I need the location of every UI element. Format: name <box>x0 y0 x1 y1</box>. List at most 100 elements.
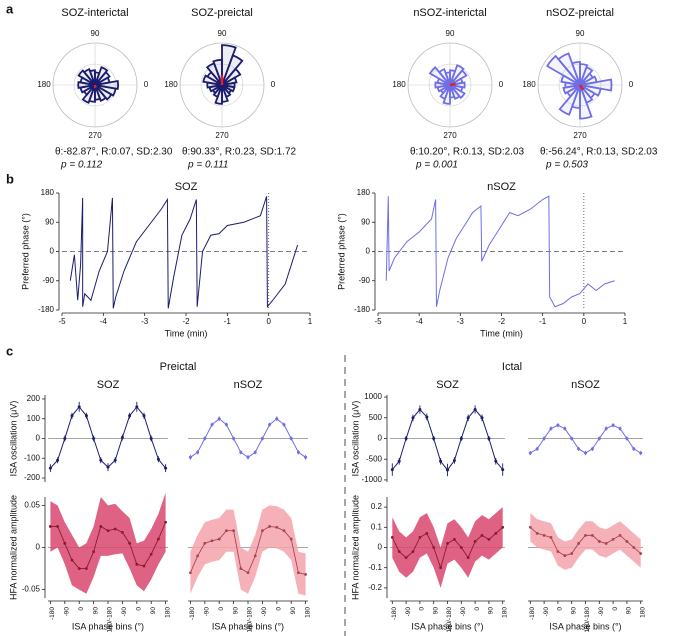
error-band <box>530 513 641 570</box>
data-point <box>253 554 257 558</box>
data-point <box>570 437 574 440</box>
data-point <box>224 423 228 427</box>
data-point <box>639 552 643 555</box>
x-tick-label: -90 <box>64 607 71 617</box>
chart-title: SOZ <box>175 181 198 193</box>
x-tick-label: -180 <box>49 607 56 620</box>
y-axis-label: Preferred phase (°) <box>336 213 346 290</box>
y-tick-label: 0.1 <box>371 522 383 531</box>
data-point <box>487 437 491 440</box>
stats: θ:-82.87°, R:0.07, SD:2.30 <box>55 147 173 158</box>
data-point <box>164 466 168 470</box>
data-point <box>63 437 67 440</box>
x-axis-label: ISA phase bins (°) <box>212 621 284 631</box>
group-title: Preictal <box>160 361 197 373</box>
y-tick-label: 100 <box>27 414 41 423</box>
error-band <box>50 492 166 594</box>
x-tick-label: 180 <box>501 607 508 618</box>
data-point <box>282 423 286 427</box>
rose-bar <box>558 84 581 116</box>
data-point <box>304 573 307 576</box>
x-tick-label: 90 <box>488 607 495 615</box>
chart-title: nSOZ <box>571 379 600 391</box>
data-point <box>56 525 59 528</box>
x-tick-label: -90 <box>121 607 128 617</box>
rose-bar <box>449 69 457 86</box>
y-tick-label: -500 <box>366 454 383 463</box>
data-point <box>106 465 110 469</box>
rose-bar <box>449 64 465 86</box>
data-point <box>625 437 629 440</box>
data-point <box>535 531 539 535</box>
p-value: p = 0.111 <box>187 160 229 171</box>
data-point <box>480 416 484 420</box>
x-tick-label: 0 <box>218 607 225 611</box>
angle-label: 90 <box>576 29 585 38</box>
data-point <box>92 550 95 554</box>
panel-label: a <box>6 1 14 16</box>
data-point <box>239 450 243 454</box>
data-point <box>99 525 103 528</box>
x-tick-label: 90 <box>626 607 633 615</box>
data-point <box>149 437 153 440</box>
angle-label: 0 <box>144 80 149 89</box>
x-tick-label: -90 <box>460 607 467 617</box>
x-axis-label: Time (min) <box>480 328 523 338</box>
y-axis-label: HFA normalized amplitude <box>350 495 360 600</box>
data-point <box>542 533 546 537</box>
angle-label: 270 <box>215 131 229 140</box>
y-tick-label: 0.2 <box>371 502 383 511</box>
data-point <box>404 556 408 559</box>
chart-title: nSOZ <box>234 379 263 391</box>
chart-title: SOZ <box>97 379 120 391</box>
data-point <box>570 552 574 555</box>
data-point <box>210 539 214 543</box>
data-point <box>618 427 622 431</box>
data-point <box>446 542 449 545</box>
data-point <box>275 417 279 421</box>
data-point <box>618 533 622 537</box>
data-point <box>63 541 67 545</box>
y-tick-label: 0 <box>50 247 55 256</box>
angle-label: 180 <box>37 80 51 89</box>
x-tick-label: 1 <box>308 317 313 326</box>
data-point <box>556 550 560 553</box>
mean-vector <box>578 84 585 91</box>
data-point <box>92 437 96 440</box>
y-tick-label: -180 <box>354 305 371 314</box>
angle-label: 90 <box>446 29 455 38</box>
p-value: p = 0.503 <box>545 160 588 171</box>
data-point <box>466 556 470 559</box>
x-axis-label: ISA phase bins (°) <box>549 621 621 631</box>
chart-title: SOZ-interictal <box>61 7 128 19</box>
x-tick-label: 0 <box>266 317 271 326</box>
data-point <box>459 437 463 440</box>
x-tick-label: 180/-180 <box>446 607 453 633</box>
data-point <box>217 417 221 421</box>
data-point <box>494 459 498 463</box>
rose-bar <box>88 84 96 103</box>
data-point <box>604 427 608 431</box>
x-tick-label: -3 <box>141 317 149 326</box>
rose-bar <box>579 78 613 92</box>
data-point <box>590 447 594 451</box>
x-tick-label: -180 <box>391 607 398 620</box>
chart-title: nSOZ-preictal <box>546 7 614 19</box>
x-tick-label: 180 <box>164 607 171 618</box>
y-tick-label: 0 <box>36 543 41 552</box>
data-point <box>142 414 146 418</box>
x-tick-label: -5 <box>374 317 382 326</box>
data-point <box>128 414 132 418</box>
data-point <box>452 458 456 462</box>
x-tick-label: 90 <box>570 607 577 615</box>
data-point <box>432 546 436 549</box>
data-point <box>480 533 484 537</box>
data-point <box>466 416 470 420</box>
data-point <box>70 558 74 562</box>
y-tick-label: 180 <box>41 188 55 197</box>
data-point <box>296 450 300 454</box>
data-point <box>411 416 415 420</box>
data-point <box>411 550 415 553</box>
data-point <box>113 527 117 531</box>
rose-bar <box>560 74 581 86</box>
